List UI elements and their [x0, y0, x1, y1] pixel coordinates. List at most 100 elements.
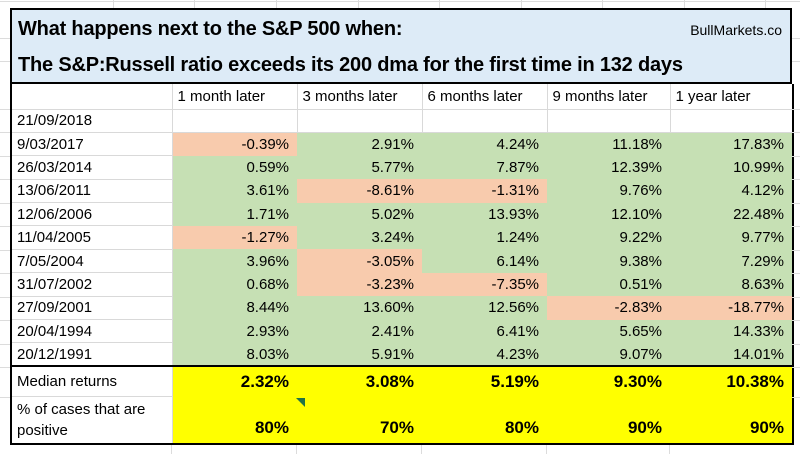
sheet-gridline [0, 397, 10, 398]
sheet-gridline [0, 38, 10, 39]
value-cell: 22.48% [670, 202, 793, 226]
median-value-cell: 3.08% [297, 365, 422, 397]
value-cell [297, 109, 423, 133]
percent-positive-value-cell: 90% [670, 396, 793, 445]
sheet-gridline [0, 156, 10, 157]
value-cell: 1.71% [172, 202, 297, 226]
value-cell: 4.24% [422, 132, 547, 156]
value-cell: 0.68% [172, 272, 297, 297]
value-cell: -8.61% [297, 179, 422, 203]
table-row: 7/05/2004 3.96% -3.05% 6.14% 9.38% 7.29% [11, 249, 793, 274]
value-cell: 3.96% [172, 249, 297, 273]
sheet-gridline [0, 203, 10, 204]
sheet-gridline [792, 203, 800, 204]
value-cell: -3.05% [297, 249, 422, 273]
sheet-gridline [792, 109, 800, 110]
returns-table: 1 month later 3 months later 6 months late… [10, 84, 794, 446]
sheet-gridline [792, 132, 800, 133]
sheet-gridline [194, 0, 195, 8]
date-cell: 13/06/2011 [11, 179, 173, 204]
sheet-gridline [276, 0, 277, 8]
value-cell: 5.65% [547, 319, 670, 343]
sheet-gridline [0, 1, 800, 2]
sheet-gridline [792, 367, 800, 368]
value-cell: 3.61% [172, 179, 297, 203]
table-row: 9/03/2017 -0.39% 2.91% 4.24% 11.18% 17.83% [11, 132, 793, 157]
value-cell: -2.83% [547, 296, 670, 320]
value-cell: 2.41% [297, 319, 422, 343]
date-cell: 20/04/1994 [11, 319, 173, 344]
table-row: 13/06/2011 3.61% -8.61% -1.31% 9.76% 4.12% [11, 179, 793, 204]
sheet-gridline [792, 156, 800, 157]
value-cell: -1.31% [422, 179, 547, 203]
date-cell: 11/04/2005 [11, 225, 173, 250]
median-value-cell: 2.32% [172, 365, 297, 397]
sheet-gridline [296, 445, 297, 454]
value-cell: 10.99% [670, 155, 793, 180]
sheet-gridline [171, 445, 172, 454]
value-cell: 11.18% [547, 132, 670, 156]
value-cell: 4.23% [422, 342, 547, 367]
column-header: 3 months later [297, 84, 423, 110]
value-cell: 9.77% [670, 225, 793, 250]
value-cell: 13.60% [297, 296, 422, 320]
date-cell: 27/09/2001 [11, 296, 173, 321]
value-cell [172, 109, 298, 133]
column-header: 1 month later [172, 84, 298, 110]
value-cell: -7.35% [422, 272, 547, 297]
value-cell: 8.03% [172, 342, 297, 367]
sheet-gridline [792, 297, 800, 298]
sheet-gridline [0, 273, 10, 274]
date-cell: 20/12/1991 [11, 342, 173, 367]
sheet-gridline [669, 445, 670, 454]
sheet-gridline [113, 0, 114, 8]
value-cell [422, 109, 548, 133]
column-header: 1 year later [670, 84, 794, 110]
value-cell: 6.14% [422, 249, 547, 273]
median-row: Median returns 2.32% 3.08% 5.19% 9.30% 10.38… [11, 365, 793, 397]
sheet-gridline [0, 320, 10, 321]
value-cell: 5.02% [297, 202, 422, 226]
sheet-gridline [792, 61, 800, 62]
percent-positive-value-cell: 70% [297, 396, 422, 445]
value-cell: 12.39% [547, 155, 670, 180]
brand-text: BullMarkets.co [690, 21, 782, 38]
percent-positive-value-cell: 80% [422, 396, 547, 445]
value-cell: 1.24% [422, 225, 547, 250]
title-box: What happens next to the S&P 500 when: B… [10, 8, 792, 84]
sheet-gridline [0, 367, 10, 368]
value-cell: 12.56% [422, 296, 547, 320]
sheet-gridline [0, 179, 10, 180]
value-cell: -18.77% [670, 296, 793, 320]
table-row: 27/09/2001 8.44% 13.60% 12.56% -2.83% -18.77% [11, 296, 793, 321]
sheet-gridline [0, 344, 10, 345]
sheet-gridline [602, 0, 603, 8]
sheet-gridline [0, 297, 10, 298]
date-cell: 21/09/2018 [11, 109, 173, 133]
table-row: 26/03/2014 0.59% 5.77% 7.87% 12.39% 10.99% [11, 155, 793, 180]
value-cell: 5.91% [297, 342, 422, 367]
sheet-gridline [0, 226, 10, 227]
percent-positive-value-cell: 80% [172, 396, 297, 445]
value-cell: 17.83% [670, 132, 793, 156]
sheet-gridline [765, 0, 766, 8]
value-cell: 0.51% [547, 272, 670, 297]
date-cell: 7/05/2004 [11, 249, 173, 274]
sheet-gridline [0, 109, 10, 110]
table-row: 31/07/2002 0.68% -3.23% -7.35% 0.51% 8.63% [11, 272, 793, 297]
sheet-gridline [792, 250, 800, 251]
median-value-cell: 5.19% [422, 365, 547, 397]
median-label: Median returns [11, 365, 173, 397]
value-cell: -0.39% [172, 132, 297, 156]
value-cell: 8.63% [670, 272, 793, 297]
value-cell: 9.22% [547, 225, 670, 250]
value-cell: 2.91% [297, 132, 422, 156]
date-cell: 12/06/2006 [11, 202, 173, 227]
value-cell: 2.93% [172, 319, 297, 343]
value-cell [670, 109, 794, 133]
sheet-gridline [0, 61, 10, 62]
sheet-gridline [421, 445, 422, 454]
value-cell [547, 109, 671, 133]
value-cell: -1.27% [172, 225, 297, 250]
percent-positive-value-cell: 90% [547, 396, 670, 445]
